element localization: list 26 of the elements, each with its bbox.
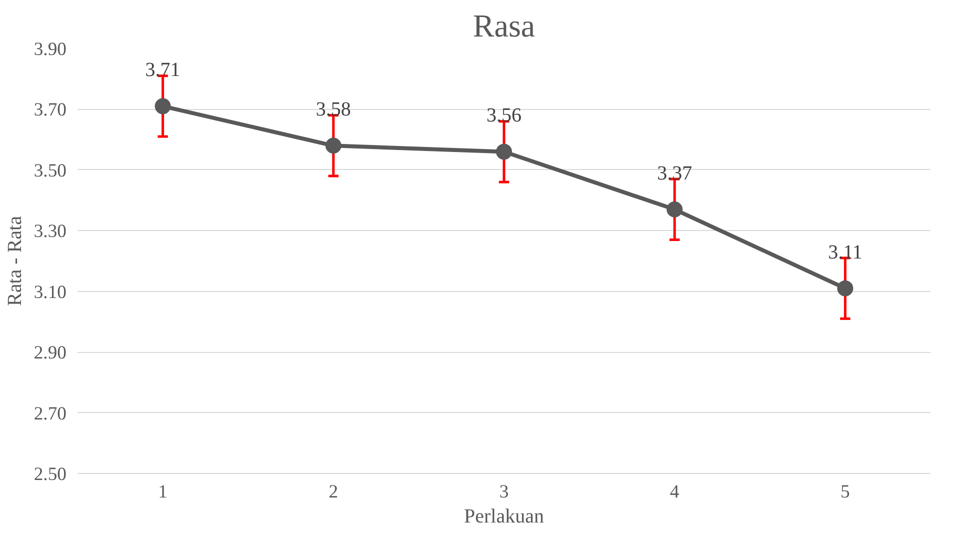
data-label: 3.71	[145, 59, 180, 82]
x-tick-label: 1	[158, 482, 168, 502]
y-tick-label: 2.50	[34, 464, 67, 485]
x-tick-label: 3	[499, 482, 509, 502]
data-label: 3.56	[486, 104, 522, 127]
y-tick-label: 3.90	[34, 39, 67, 60]
y-tick-label: 2.90	[34, 342, 67, 364]
y-tick-label: 3.30	[34, 221, 67, 242]
x-axis-title: Perlakuan	[464, 506, 544, 528]
data-label: 3.11	[828, 241, 862, 264]
point	[154, 98, 171, 114]
y-tick-label: 3.70	[34, 100, 67, 121]
y-tick-label: 3.50	[34, 160, 67, 182]
data-label: 3.58	[316, 98, 351, 121]
data-label: 3.37	[657, 162, 692, 184]
y-tick-label: 2.70	[34, 403, 67, 424]
point	[325, 138, 342, 154]
point	[496, 144, 512, 160]
y-axis-title: Rata - Rata	[4, 216, 26, 306]
point	[666, 201, 683, 218]
x-tick-label: 5	[840, 482, 850, 502]
y-tick-label: 3.10	[34, 282, 67, 303]
point	[837, 280, 854, 296]
chart-title: Rasa	[472, 8, 536, 44]
x-tick-label: 4	[670, 482, 680, 502]
x-tick-label: 2	[328, 482, 338, 502]
